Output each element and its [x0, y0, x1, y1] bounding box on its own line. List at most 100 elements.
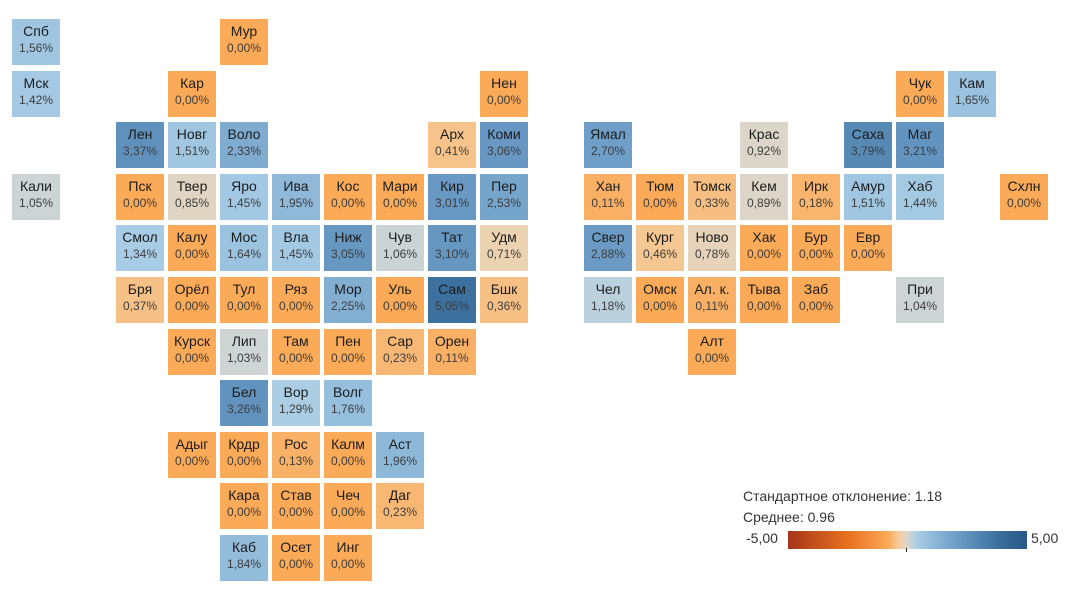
region-tile[interactable]: Вор 1,29% [272, 380, 320, 427]
region-tile[interactable]: Бур 0,00% [792, 225, 840, 272]
region-tile[interactable]: Яро 1,45% [220, 173, 268, 220]
region-tile[interactable]: Хаб 1,44% [896, 173, 944, 220]
region-tile[interactable]: Саха 3,79% [844, 122, 892, 169]
region-value: 0,00% [382, 299, 418, 313]
region-tile[interactable]: Кос 0,00% [324, 173, 372, 220]
region-tile[interactable]: Кали 1,05% [12, 173, 60, 220]
region-tile[interactable]: Пск 0,00% [116, 173, 164, 220]
region-tile[interactable]: Свер 2,88% [584, 225, 632, 272]
region-tile[interactable]: Крас 0,92% [740, 122, 788, 169]
region-tile[interactable]: Бшк 0,36% [480, 277, 528, 323]
region-tile[interactable]: При 1,04% [896, 277, 944, 323]
region-tile[interactable]: Став 0,00% [272, 483, 320, 530]
region-tile[interactable]: Томск 0,33% [688, 173, 736, 220]
region-tile[interactable]: Чел 1,18% [584, 277, 632, 323]
region-tile[interactable]: Орёл 0,00% [168, 277, 216, 323]
region-name: Каб [232, 539, 256, 555]
region-tile[interactable]: Схлн 0,00% [1000, 173, 1048, 220]
region-tile[interactable]: Спб 1,56% [12, 19, 60, 65]
region-tile[interactable]: Лен 3,37% [116, 122, 164, 169]
region-tile[interactable]: Мур 0,00% [220, 19, 268, 65]
region-tile[interactable]: Чеч 0,00% [324, 483, 372, 530]
region-tile[interactable]: Кара 0,00% [220, 483, 268, 530]
region-tile[interactable]: Ирк 0,18% [792, 173, 840, 220]
region-tile[interactable]: Кар 0,00% [168, 70, 216, 117]
region-tile[interactable]: Бел 3,26% [220, 380, 268, 427]
region-name: Удм [491, 229, 517, 246]
region-tile[interactable]: Лип 1,03% [220, 328, 268, 375]
region-name: Кара [228, 487, 260, 504]
region-tile[interactable]: Пер 2,53% [480, 173, 528, 220]
region-tile[interactable]: Арх 0,41% [428, 122, 476, 169]
region-tile[interactable]: Осет 0,00% [272, 535, 320, 581]
region-tile[interactable]: Тюм 0,00% [636, 173, 684, 220]
region-tile[interactable]: Нен 0,00% [480, 70, 528, 117]
region-tile[interactable]: Бря 0,37% [116, 277, 164, 323]
region-tile[interactable]: Сам 5,05% [428, 277, 476, 323]
region-tile[interactable]: Тыва 0,00% [740, 277, 788, 323]
region-name: Калм [331, 435, 365, 452]
region-tile[interactable]: Воло 2,33% [220, 122, 268, 169]
region-tile[interactable]: Уль 0,00% [376, 277, 424, 323]
region-tile[interactable]: Кем 0,89% [740, 173, 788, 220]
region-tile[interactable]: Даг 0,23% [376, 483, 424, 530]
region-tile[interactable]: Каб 1,84% [220, 535, 268, 581]
region-tile[interactable]: Сар 0,23% [376, 328, 424, 375]
region-tile[interactable]: Волг 1,76% [324, 380, 372, 427]
region-tile[interactable]: Ал. к. 0,11% [688, 277, 736, 323]
region-tile[interactable]: Удм 0,71% [480, 225, 528, 272]
region-tile[interactable]: Твер 0,85% [168, 173, 216, 220]
region-tile[interactable]: Аст 1,96% [376, 431, 424, 478]
region-name: Ново [695, 229, 729, 246]
region-tile[interactable]: Курск 0,00% [168, 328, 216, 375]
region-tile[interactable]: Ниж 3,05% [324, 225, 372, 272]
region-name: Став [280, 487, 312, 504]
region-tile[interactable]: Новг 1,51% [168, 122, 216, 169]
region-tile[interactable]: Тат 3,10% [428, 225, 476, 272]
region-tile[interactable]: Там 0,00% [272, 328, 320, 375]
region-tile[interactable]: Мск 1,42% [12, 70, 60, 117]
region-tile[interactable]: Кург 0,46% [636, 225, 684, 272]
region-tile[interactable]: Инг 0,00% [324, 535, 372, 581]
region-tile[interactable]: Адыг 0,00% [168, 431, 216, 478]
region-tile[interactable]: Крдр 0,00% [220, 431, 268, 478]
region-tile[interactable]: Мор 2,25% [324, 277, 372, 323]
region-tile[interactable]: Амур 1,51% [844, 173, 892, 220]
region-name: Ирк [804, 177, 828, 194]
region-tile[interactable]: Вла 1,45% [272, 225, 320, 272]
region-tile[interactable]: Пен 0,00% [324, 328, 372, 375]
region-tile[interactable]: Тул 0,00% [220, 277, 268, 323]
region-value: 0,00% [798, 299, 834, 313]
region-tile[interactable]: Ива 1,95% [272, 173, 320, 220]
legend-mean: Среднее: 0.96 [743, 509, 835, 525]
region-tile[interactable]: Ямал 2,70% [584, 122, 632, 169]
region-tile[interactable]: Орен 0,11% [428, 328, 476, 375]
region-tile[interactable]: Калм 0,00% [324, 431, 372, 478]
region-tile[interactable]: Кир 3,01% [428, 173, 476, 220]
region-name: Маг [907, 126, 933, 143]
region-name: Кир [440, 177, 464, 194]
region-value: 1,34% [122, 247, 158, 262]
region-name: Аст [388, 435, 412, 452]
region-tile[interactable]: Чук 0,00% [896, 70, 944, 117]
region-tile[interactable]: Калу 0,00% [168, 225, 216, 272]
region-tile[interactable]: Смол 1,34% [116, 225, 164, 272]
region-tile[interactable]: Коми 3,06% [480, 122, 528, 169]
region-name: Мари [382, 177, 418, 194]
region-tile[interactable]: Чув 1,06% [376, 225, 424, 272]
region-tile[interactable]: Евр 0,00% [844, 225, 892, 272]
region-value: 1,29% [278, 402, 314, 417]
region-tile[interactable]: Алт 0,00% [688, 328, 736, 375]
region-tile[interactable]: Ряз 0,00% [272, 277, 320, 323]
region-tile[interactable]: Ново 0,78% [688, 225, 736, 272]
region-tile[interactable]: Хак 0,00% [740, 225, 788, 272]
region-tile[interactable]: Мос 1,64% [220, 225, 268, 272]
region-tile[interactable]: Омск 0,00% [636, 277, 684, 323]
region-tile[interactable]: Мари 0,00% [376, 173, 424, 220]
region-tile[interactable]: Кам 1,65% [948, 70, 996, 117]
region-tile[interactable]: Маг 3,21% [896, 122, 944, 169]
region-tile[interactable]: Хан 0,11% [584, 173, 632, 220]
region-tile[interactable]: Заб 0,00% [792, 277, 840, 323]
region-name: Чеч [336, 487, 360, 504]
region-tile[interactable]: Рос 0,13% [272, 431, 320, 478]
